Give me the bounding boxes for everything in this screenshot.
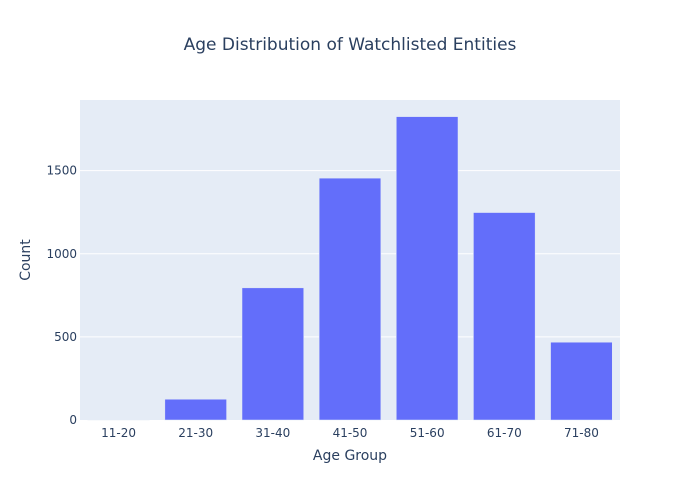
x-tick-label: 71-80: [564, 426, 599, 440]
bar-71-80[interactable]: [550, 341, 613, 421]
x-tick-label: 21-30: [178, 426, 213, 440]
x-tick-label: 11-20: [101, 426, 136, 440]
y-axis-title: Count: [18, 239, 34, 281]
bar-11-20[interactable]: [87, 419, 150, 421]
x-axis-title: Age Group: [313, 448, 387, 464]
bars: [87, 116, 613, 421]
bar-21-30[interactable]: [164, 398, 227, 421]
x-axis-ticks: 11-20 21-30 31-40 41-50 51-60 61-70 71-80: [101, 426, 599, 440]
bar-51-60[interactable]: [396, 116, 459, 421]
bar-61-70[interactable]: [473, 212, 536, 421]
y-tick-label: 500: [54, 330, 77, 344]
y-tick-label: 1500: [46, 164, 77, 178]
bar-31-40[interactable]: [241, 287, 304, 421]
x-tick-label: 51-60: [410, 426, 445, 440]
chart-title: Age Distribution of Watchlisted Entities: [184, 35, 517, 55]
x-tick-label: 41-50: [333, 426, 368, 440]
x-tick-label: 31-40: [255, 426, 290, 440]
y-tick-label: 0: [69, 413, 77, 427]
x-tick-label: 61-70: [487, 426, 522, 440]
y-axis-ticks: 0 500 1000 1500: [46, 164, 77, 427]
bar-41-50[interactable]: [318, 177, 382, 421]
y-tick-label: 1000: [46, 247, 77, 261]
